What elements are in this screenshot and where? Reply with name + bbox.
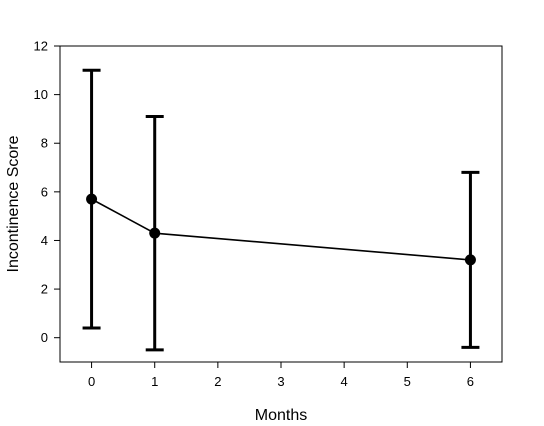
x-tick-label: 4 [341, 374, 348, 389]
y-tick-label: 4 [41, 233, 48, 248]
x-tick-label: 6 [467, 374, 474, 389]
y-tick-label: 10 [34, 87, 48, 102]
y-tick-label: 8 [41, 136, 48, 151]
x-axis-title: Months [255, 407, 307, 424]
data-point [149, 227, 161, 239]
data-point [86, 193, 98, 205]
x-tick-label: 0 [88, 374, 95, 389]
y-tick-label: 12 [34, 39, 48, 54]
y-tick-label: 0 [41, 330, 48, 345]
y-axis-title: Incontinence Score [5, 135, 22, 272]
x-tick-label: 1 [151, 374, 158, 389]
data-point [464, 254, 476, 266]
x-tick-label: 5 [404, 374, 411, 389]
y-axis-ticks: 0 2 4 6 8 10 12 [34, 39, 60, 345]
x-axis-ticks: 0 1 2 3 4 5 6 [88, 362, 474, 389]
x-tick-label: 3 [277, 374, 284, 389]
plot-frame [59, 45, 503, 363]
x-tick-label: 2 [214, 374, 221, 389]
y-tick-label: 2 [41, 282, 48, 297]
series-line [91, 198, 471, 261]
series-layer [82, 68, 480, 352]
y-tick-label: 6 [41, 184, 48, 199]
